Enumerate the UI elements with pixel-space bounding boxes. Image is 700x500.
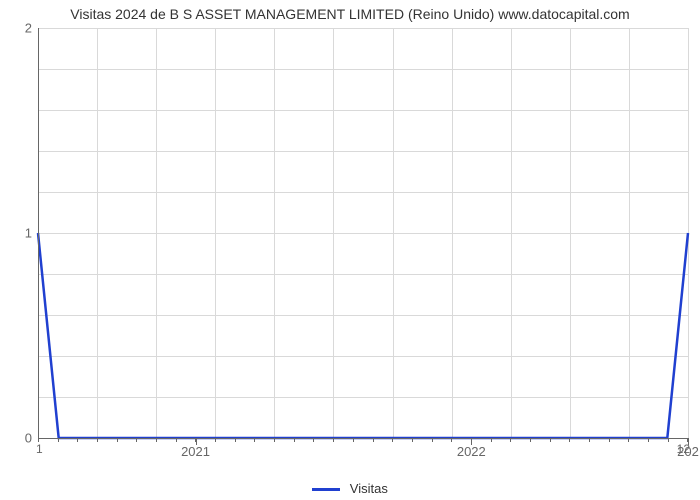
series-Visitas	[38, 233, 688, 438]
y-tick-label: 2	[18, 21, 32, 36]
x-axis	[38, 438, 688, 439]
legend: Visitas	[0, 481, 700, 496]
legend-swatch	[312, 488, 340, 491]
y-axis	[38, 28, 39, 438]
y-tick-label: 0	[18, 431, 32, 446]
y-tick-label: 1	[18, 226, 32, 241]
x-left-label: 1	[36, 442, 43, 456]
x-tick-label: 2022	[457, 444, 486, 459]
series-line	[38, 28, 688, 438]
grid-line-v	[688, 28, 689, 438]
x-tick-label: 2021	[181, 444, 210, 459]
chart-title: Visitas 2024 de B S ASSET MANAGEMENT LIM…	[0, 6, 700, 22]
x-right-label: 12	[677, 442, 690, 456]
legend-label: Visitas	[350, 481, 388, 496]
plot-area: 012 20212022202 112	[38, 28, 688, 438]
